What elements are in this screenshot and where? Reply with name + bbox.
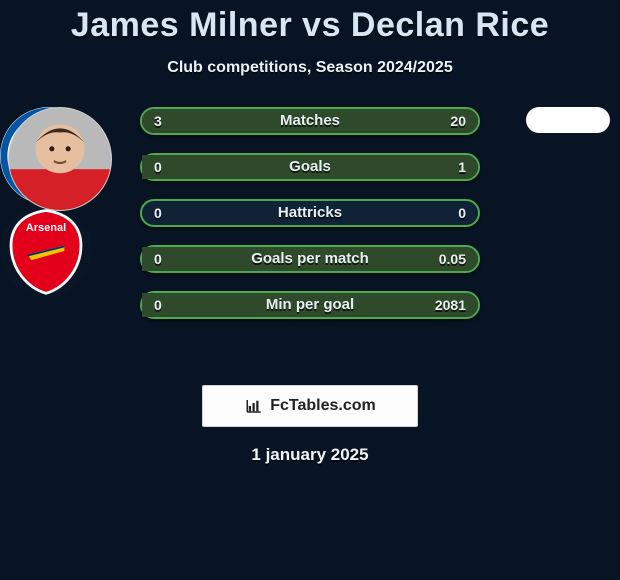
player2-avatar [526, 107, 610, 133]
stat-row-mpg: 0 Min per goal 2081 [140, 291, 480, 319]
player1-avatar [8, 107, 112, 211]
brand-watermark: FcTables.com [202, 385, 418, 427]
stat-row-goals: 0 Goals 1 [140, 153, 480, 181]
stat-value-right: 20 [450, 109, 466, 133]
stat-value-right: 0 [458, 201, 466, 225]
page-subtitle: Club competitions, Season 2024/2025 [0, 59, 620, 77]
brand-text: FcTables.com [270, 397, 376, 415]
svg-text:Arsenal: Arsenal [26, 222, 66, 234]
stat-label: Matches [142, 109, 478, 133]
snapshot-date: 1 january 2025 [0, 445, 620, 465]
stat-row-matches: 3 Matches 20 [140, 107, 480, 135]
stat-label: Min per goal [142, 293, 478, 317]
stat-label: Goals [142, 155, 478, 179]
stat-label: Goals per match [142, 247, 478, 271]
stat-bars: 3 Matches 20 0 Goals 1 0 Hattricks 0 [140, 107, 480, 337]
stat-row-gpm: 0 Goals per match 0.05 [140, 245, 480, 273]
content-area: Arsenal 3 Matches 20 0 Goals 1 [0, 107, 620, 367]
comparison-card: James Milner vs Declan Rice Club competi… [0, 0, 620, 465]
stat-value-right: 2081 [435, 293, 466, 317]
chart-icon [244, 397, 264, 415]
stat-label: Hattricks [142, 201, 478, 225]
stat-value-right: 1 [458, 155, 466, 179]
stat-row-hattricks: 0 Hattricks 0 [140, 199, 480, 227]
club2-badge: Arsenal [0, 205, 92, 297]
stat-value-right: 0.05 [439, 247, 466, 271]
page-title: James Milner vs Declan Rice [0, 6, 620, 45]
